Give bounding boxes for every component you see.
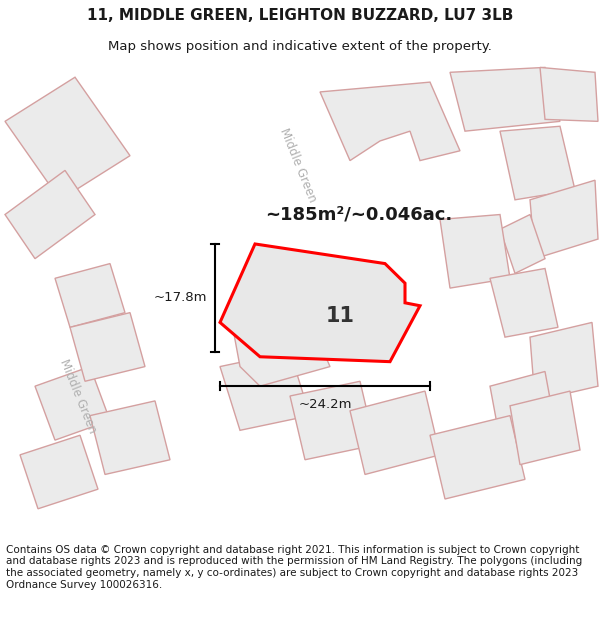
Polygon shape bbox=[55, 264, 125, 328]
Text: 11: 11 bbox=[325, 306, 355, 326]
Polygon shape bbox=[220, 244, 420, 362]
Polygon shape bbox=[500, 126, 575, 200]
Text: Middle Green: Middle Green bbox=[57, 357, 99, 435]
Polygon shape bbox=[5, 171, 95, 259]
Polygon shape bbox=[70, 312, 145, 381]
Text: Contains OS data © Crown copyright and database right 2021. This information is : Contains OS data © Crown copyright and d… bbox=[6, 545, 582, 589]
Polygon shape bbox=[0, 62, 110, 543]
Text: ~185m²/~0.046ac.: ~185m²/~0.046ac. bbox=[265, 206, 452, 224]
Polygon shape bbox=[320, 82, 460, 161]
Text: 11, MIDDLE GREEN, LEIGHTON BUZZARD, LU7 3LB: 11, MIDDLE GREEN, LEIGHTON BUZZARD, LU7 … bbox=[87, 8, 513, 23]
Polygon shape bbox=[265, 62, 380, 543]
Polygon shape bbox=[530, 180, 598, 259]
Polygon shape bbox=[510, 391, 580, 464]
Text: Middle Green: Middle Green bbox=[277, 126, 319, 204]
Polygon shape bbox=[5, 78, 130, 200]
Text: ~17.8m: ~17.8m bbox=[154, 291, 207, 304]
Polygon shape bbox=[90, 401, 170, 474]
Polygon shape bbox=[500, 214, 545, 273]
Text: Map shows position and indicative extent of the property.: Map shows position and indicative extent… bbox=[108, 41, 492, 53]
Polygon shape bbox=[290, 381, 375, 460]
Polygon shape bbox=[450, 68, 560, 131]
Polygon shape bbox=[350, 391, 440, 474]
Polygon shape bbox=[20, 435, 98, 509]
Polygon shape bbox=[220, 352, 310, 431]
Polygon shape bbox=[230, 298, 330, 386]
Text: ~24.2m: ~24.2m bbox=[298, 398, 352, 411]
Polygon shape bbox=[540, 68, 598, 121]
Polygon shape bbox=[430, 416, 525, 499]
Polygon shape bbox=[490, 371, 555, 440]
Polygon shape bbox=[35, 367, 110, 440]
Polygon shape bbox=[530, 322, 598, 401]
Polygon shape bbox=[490, 269, 558, 337]
Polygon shape bbox=[440, 214, 510, 288]
